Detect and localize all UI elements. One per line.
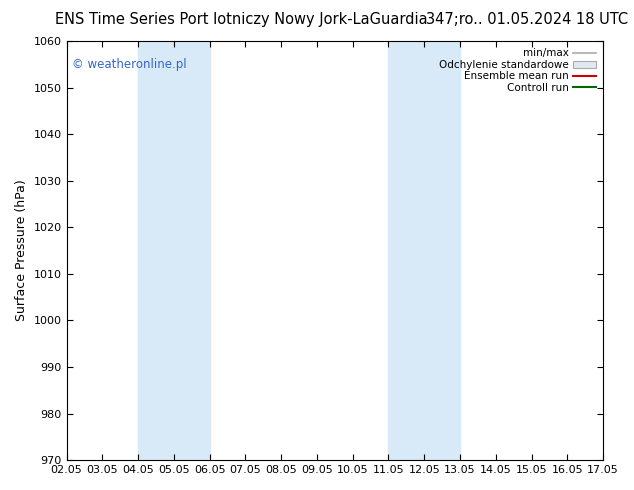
Bar [138,41,210,460]
Text: ENS Time Series Port lotniczy Nowy Jork-LaGuardia: ENS Time Series Port lotniczy Nowy Jork-… [55,12,427,27]
Bar [389,41,460,460]
Legend: min/max, Odchylenie standardowe, Ensemble mean run, Controll run: min/max, Odchylenie standardowe, Ensembl… [437,46,598,95]
Text: 347;ro.. 01.05.2024 18 UTC: 347;ro.. 01.05.2024 18 UTC [425,12,628,27]
Y-axis label: Surface Pressure (hPa): Surface Pressure (hPa) [15,180,28,321]
Text: © weatheronline.pl: © weatheronline.pl [72,58,186,71]
